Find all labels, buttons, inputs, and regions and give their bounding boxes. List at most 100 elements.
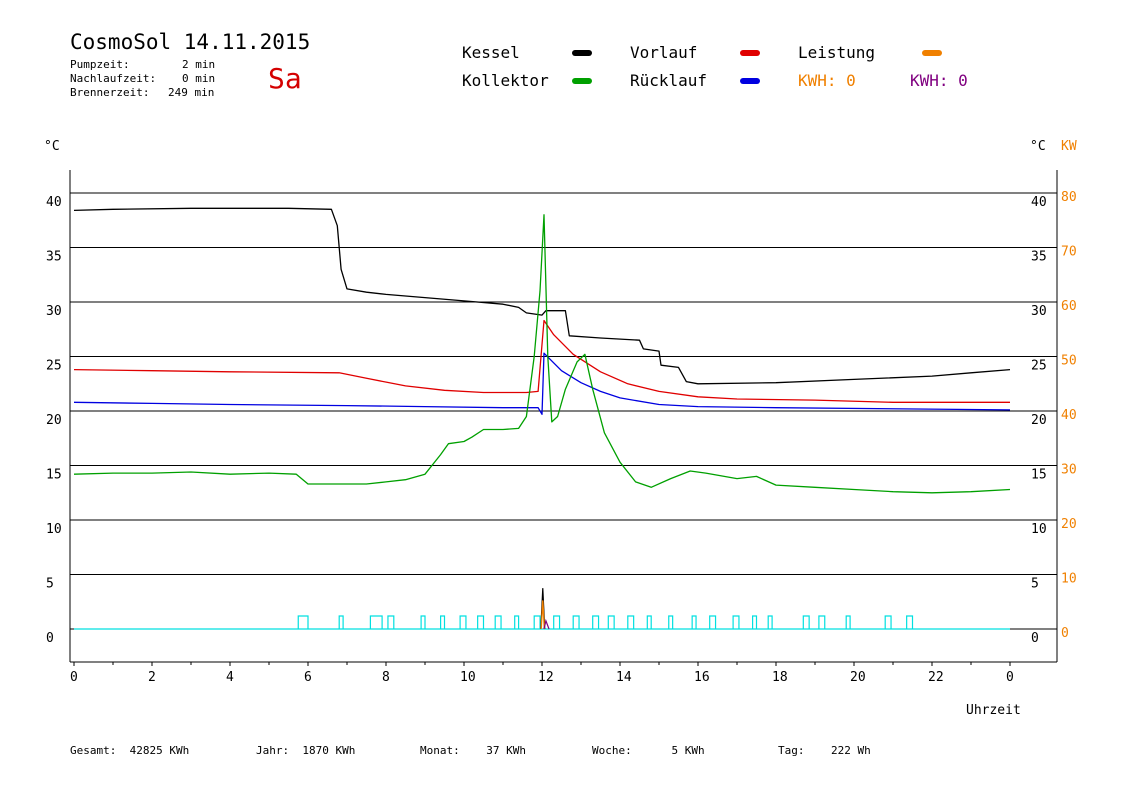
pump-pulse: [297, 615, 309, 629]
legend-vorlauf-swatch: [740, 50, 760, 56]
y-tick-right-c: 5: [1031, 577, 1039, 592]
series-line-rücklauf: [73, 352, 1011, 415]
y-tick-right-kw: 60: [1061, 299, 1077, 314]
pumpzeit-value: 2 min: [182, 58, 216, 71]
pump-pulse: [369, 615, 383, 629]
brennerzeit-label: Brennerzeit:: [70, 86, 150, 99]
pump-pulse: [553, 615, 561, 629]
left-axis-unit: °C: [44, 139, 60, 154]
x-tick-label: 8: [382, 670, 390, 685]
pump-pulse: [845, 615, 851, 629]
footer-woche: Woche: 5 KWh: [592, 744, 705, 757]
x-axis-label: Uhrzeit: [966, 703, 1021, 718]
pump-pulse: [440, 615, 446, 629]
pump-pulse: [533, 615, 541, 629]
pumpzeit-label: Pumpzeit:: [70, 58, 130, 71]
x-tick-label: 0: [1006, 670, 1014, 685]
pump-pulse: [818, 615, 826, 629]
pump-pulse: [494, 615, 502, 629]
pump-pulse: [646, 615, 652, 629]
y-tick-right-c: 20: [1031, 413, 1047, 428]
pump-pulse: [514, 615, 520, 629]
y-tick-left: 30: [46, 304, 62, 319]
pump-pulse: [607, 615, 615, 629]
nachlaufzeit-value: 0 min: [182, 72, 216, 85]
legend-kwh-second: KWH: 0: [910, 71, 968, 90]
legend-leistung-label: Leistung: [798, 43, 876, 62]
series-line-kollektor: [73, 214, 1011, 494]
pump-pulse: [387, 615, 395, 629]
pump-pulse: [668, 615, 674, 629]
pump-pulse: [338, 615, 344, 629]
x-tick-label: 16: [694, 670, 710, 685]
y-tick-right-c: 25: [1031, 359, 1047, 374]
y-tick-right-kw: 50: [1061, 354, 1077, 369]
y-tick-right-kw: 80: [1061, 190, 1077, 205]
pump-pulse: [906, 615, 914, 629]
legend-kwh-leistung: KWH: 0: [798, 71, 856, 90]
x-tick-label: 4: [226, 670, 234, 685]
legend-kessel-swatch: [572, 50, 592, 56]
y-tick-right-kw: 20: [1061, 517, 1077, 532]
y-tick-right-kw: 10: [1061, 572, 1077, 587]
y-tick-right-kw: 40: [1061, 408, 1077, 423]
y-tick-right-kw: 30: [1061, 463, 1077, 478]
right-axis-unit-kw: KW: [1061, 139, 1077, 154]
pump-pulse: [420, 615, 426, 629]
y-tick-left: 15: [46, 468, 62, 483]
legend-ruecklauf-label: Rücklauf: [630, 71, 708, 90]
y-tick-right-c: 30: [1031, 304, 1047, 319]
footer-gesamt: Gesamt: 42825 KWh: [70, 744, 190, 757]
pump-pulse: [459, 615, 467, 629]
x-tick-label: 2: [148, 670, 156, 685]
footer-tag: Tag: 222 Wh: [778, 744, 871, 757]
pump-pulse: [709, 615, 717, 629]
y-tick-right-c: 10: [1031, 522, 1047, 537]
kwh-spike: [543, 618, 550, 630]
weekday-label: Sa: [268, 62, 302, 95]
pump-pulse: [732, 615, 740, 629]
legend-leistung-swatch: [922, 50, 942, 56]
y-tick-right-kw: 0: [1061, 626, 1069, 641]
x-tick-label: 10: [460, 670, 476, 685]
y-tick-right-c: 40: [1031, 195, 1047, 210]
legend-ruecklauf-swatch: [740, 78, 760, 84]
pump-pulse: [802, 615, 810, 629]
page-title: CosmoSol 14.11.2015: [70, 30, 311, 54]
y-tick-right-c: 0: [1031, 631, 1039, 646]
pump-pulse: [751, 615, 758, 629]
legend-vorlauf-label: Vorlauf: [630, 43, 698, 62]
x-tick-label: 14: [616, 670, 632, 685]
y-tick-left: 25: [46, 359, 62, 374]
pump-pulse: [884, 615, 892, 629]
leistung-spike: [540, 600, 546, 630]
y-tick-left: 0: [46, 631, 54, 646]
legend-kollektor-swatch: [572, 78, 592, 84]
x-tick-label: 22: [928, 670, 944, 685]
y-tick-left: 20: [46, 413, 62, 428]
x-tick-label: 12: [538, 670, 554, 685]
series-line-vorlauf: [73, 319, 1010, 403]
y-tick-left: 40: [46, 195, 62, 210]
pump-pulse: [767, 615, 773, 629]
x-tick-label: 6: [304, 670, 312, 685]
pump-pulse: [627, 615, 635, 629]
pump-pulse: [572, 615, 580, 629]
footer-jahr: Jahr: 1870 KWh: [256, 744, 356, 757]
pump-pulse: [477, 615, 485, 629]
y-tick-left: 10: [46, 522, 62, 537]
right-axis-unit-c: °C: [1030, 139, 1046, 154]
x-tick-label: 18: [772, 670, 788, 685]
y-tick-right-kw: 70: [1061, 245, 1077, 260]
nachlaufzeit-label: Nachlaufzeit:: [70, 72, 157, 85]
legend-kollektor-label: Kollektor: [462, 71, 549, 90]
x-tick-label: 20: [850, 670, 866, 685]
y-tick-left: 5: [46, 577, 54, 592]
footer-monat: Monat: 37 KWh: [420, 744, 526, 757]
pump-pulse: [592, 615, 600, 629]
y-tick-right-c: 35: [1031, 250, 1047, 265]
y-tick-right-c: 15: [1031, 468, 1047, 483]
legend-kessel-label: Kessel: [462, 43, 520, 62]
series-line-kessel: [73, 207, 1011, 385]
